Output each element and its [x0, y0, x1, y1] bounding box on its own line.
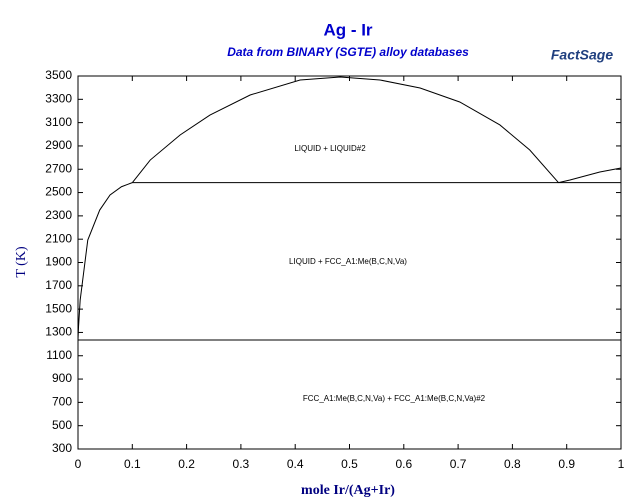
y-tick-label: 3300	[45, 91, 72, 105]
y-tick-label: 3500	[45, 68, 72, 82]
chart-title: Ag - Ir	[323, 20, 372, 39]
x-tick-label: 0.7	[450, 457, 467, 471]
x-tick-label: 0.4	[287, 457, 304, 471]
phase-boundary	[131, 76, 559, 183]
y-tick-label: 1100	[46, 348, 72, 362]
x-tick-label: 0.1	[124, 457, 141, 471]
y-tick-label: 1300	[45, 325, 72, 339]
phase-boundary	[558, 167, 622, 184]
x-axis-label: mole Ir/(Ag+Ir)	[301, 483, 395, 498]
y-tick-label: 1500	[45, 301, 72, 315]
y-tick-label: 1900	[45, 255, 72, 269]
region-label: LIQUID + FCC_A1:Me(B,C,N,Va)	[289, 257, 407, 266]
x-tick-label: 0.3	[233, 457, 250, 471]
x-tick-label: 0.5	[341, 457, 358, 471]
y-tick-label: 500	[52, 418, 72, 432]
x-tick-label: 0.9	[558, 457, 575, 471]
y-tick-label: 700	[52, 395, 72, 409]
x-tick-label: 0	[75, 457, 82, 471]
y-axis-label: T (K)	[14, 246, 29, 278]
region-label: FCC_A1:Me(B,C,N,Va) + FCC_A1:Me(B,C,N,Va…	[303, 394, 486, 403]
y-tick-label: 300	[52, 441, 72, 455]
logo: FactSage	[551, 47, 613, 63]
y-tick-label: 2500	[45, 185, 72, 199]
x-tick-label: 0.6	[395, 457, 412, 471]
y-tick-label: 2100	[45, 231, 72, 245]
phase-boundary	[77, 182, 133, 341]
x-tick-label: 0.8	[504, 457, 521, 471]
y-tick-label: 2700	[45, 161, 72, 175]
y-tick-label: 3100	[45, 115, 72, 129]
y-tick-label: 900	[52, 371, 72, 385]
x-tick-label: 0.2	[178, 457, 195, 471]
chart-subtitle: Data from BINARY (SGTE) alloy databases	[227, 45, 469, 59]
y-tick-label: 1700	[45, 278, 72, 292]
y-tick-label: 2300	[45, 208, 72, 222]
region-label: LIQUID + LIQUID#2	[294, 144, 366, 153]
y-tick-label: 2900	[45, 138, 72, 152]
x-tick-label: 1	[618, 457, 625, 471]
